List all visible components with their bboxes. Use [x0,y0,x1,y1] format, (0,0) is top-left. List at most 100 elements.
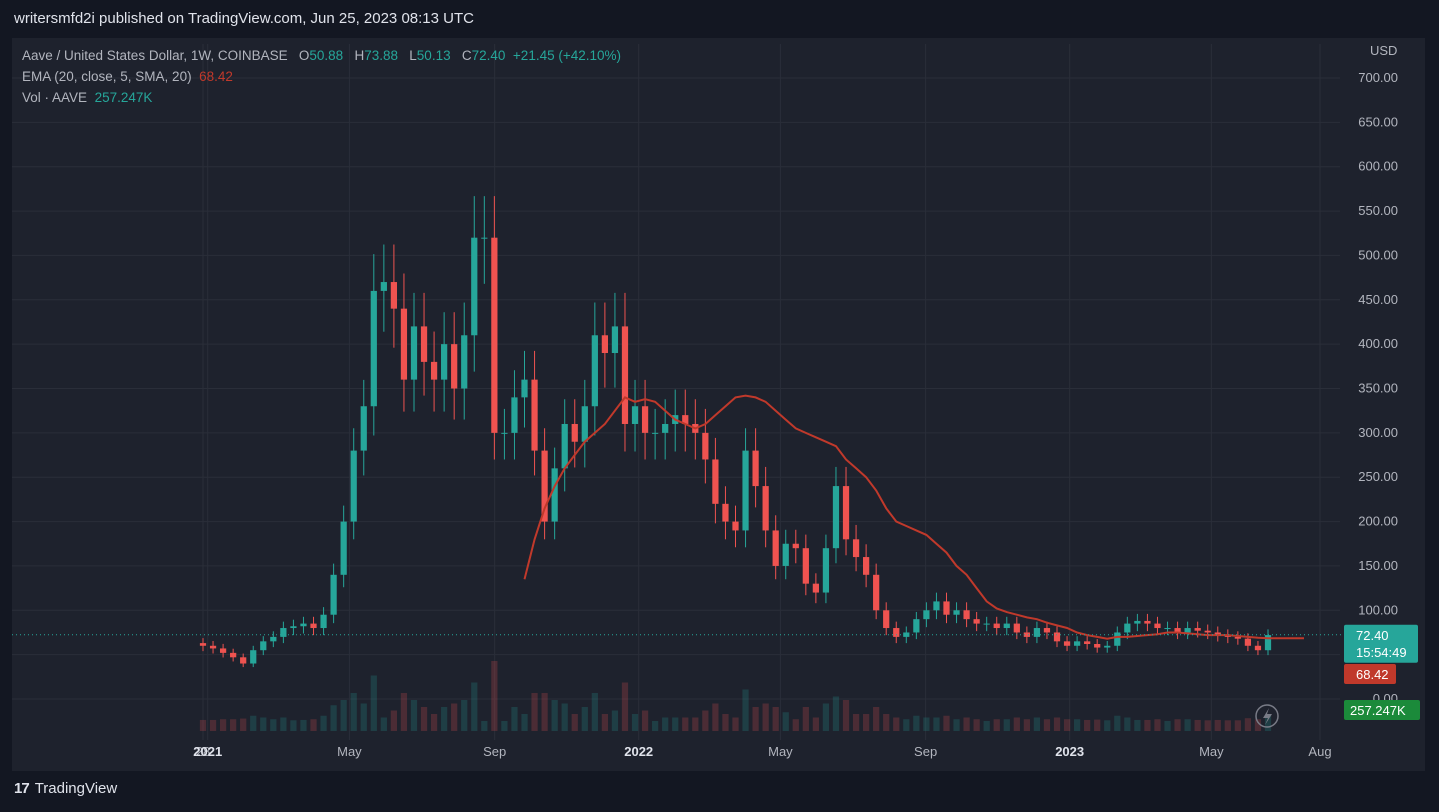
price-tick-label: 100.00 [1358,602,1398,617]
time-tick-label: Sep [914,744,937,759]
legend-symbol-row: Aave / United States Dollar, 1W, COINBAS… [22,45,621,66]
volume-bar [320,715,327,731]
volume-bar [742,689,749,731]
volume-bar [903,719,910,731]
candle-body [742,450,749,531]
candle-body [501,432,508,434]
candle-body [591,335,598,407]
last-price-badge [1344,624,1418,663]
volume-bar [461,700,468,731]
volume-bar [1144,719,1151,731]
candle-body [511,397,518,433]
candle-body [1164,628,1171,630]
candle-body [631,406,639,424]
candle-body [1194,628,1201,631]
volume-bar [782,712,789,731]
volume-bar [883,714,890,731]
candle-body [842,486,850,540]
volume-badge-value: 257.247K [1350,703,1406,718]
candle-body [1073,641,1081,646]
symbol-name[interactable]: Aave / United States Dollar, 1W, COINBAS… [22,48,288,63]
volume-bar [842,700,850,731]
time-tick-label: 2023 [1055,744,1084,759]
volume-bar [873,707,880,731]
volume-bar [1043,719,1051,731]
volume-bar [521,714,528,731]
volume-bar [1124,717,1131,731]
volume-bar [561,703,568,731]
volume-bar [1174,719,1181,731]
tradingview-logo-icon[interactable]: 17 [14,780,30,797]
volume-bar [1023,719,1030,731]
candle-body [1033,628,1041,637]
change-value: +21.45 (+42.10%) [512,48,622,63]
low-value: 50.13 [416,48,451,63]
volume-bar [662,717,669,731]
ema-badge [1344,664,1396,684]
volume-bar [390,710,398,731]
volume-bar [933,717,940,731]
volume-bar [973,719,980,731]
volume-bar [350,693,357,731]
volume-bar [832,696,840,731]
volume-bar [340,700,347,731]
candle-body [209,645,217,649]
candle-body [1094,643,1101,648]
volume-bar [812,717,819,731]
candle-body [360,406,367,451]
volume-bar [1194,719,1201,731]
candle-body [1244,638,1252,646]
candle-body [893,628,900,637]
candle-body [219,648,227,653]
price-tick-label: 600.00 [1358,159,1398,174]
candle-body [441,344,448,380]
time-tick-label: May [768,744,793,759]
candle-body [722,503,729,522]
candle-body [621,326,629,424]
volume-bar [430,714,438,731]
candle-body [350,450,357,522]
volume-bar [993,719,1000,731]
candle-body [1234,636,1241,639]
volume-bar [963,717,970,731]
volume-bar [772,707,779,731]
volume-bar [1224,720,1231,731]
candle-body [883,610,890,629]
legend-volume-row[interactable]: Vol · AAVE 257.247K [22,87,621,108]
candle-body [862,557,870,575]
volume-bar [199,719,207,731]
time-tick-label: Sep [483,744,506,759]
legend-ema-row[interactable]: EMA (20, close, 5, SMA, 20) 68.42 [22,66,621,87]
volume-bar [380,717,387,731]
volume-bar [1234,720,1241,731]
candle-body [1204,630,1211,633]
high-label: H [354,48,365,63]
close-label: C [461,48,472,63]
candle-body [561,423,568,469]
volume-bar [230,719,237,731]
close-value: 72.40 [471,48,506,63]
price-tick-label: 200.00 [1358,514,1398,529]
candle-body [652,432,659,434]
price-tick-label: 350.00 [1358,381,1398,396]
volume-bar [491,661,498,731]
high-value: 73.88 [364,48,399,63]
candle-body [1154,623,1161,629]
candle-body [1003,623,1010,629]
candle-body [822,548,830,593]
candle-body [1023,632,1030,637]
candle-body [370,290,377,407]
footer-brand[interactable]: TradingView [34,780,118,797]
currency-label: USD [1370,43,1397,58]
volume-bar [360,703,367,731]
candle-body [1134,620,1141,624]
volume-bar [702,710,709,731]
volume-bar [260,717,267,731]
candle-body [702,432,709,460]
time-tick-label: May [337,744,362,759]
candle-body [330,574,337,615]
candle-body [812,583,819,593]
ema-line [523,394,1304,640]
volume-bar [641,710,649,731]
